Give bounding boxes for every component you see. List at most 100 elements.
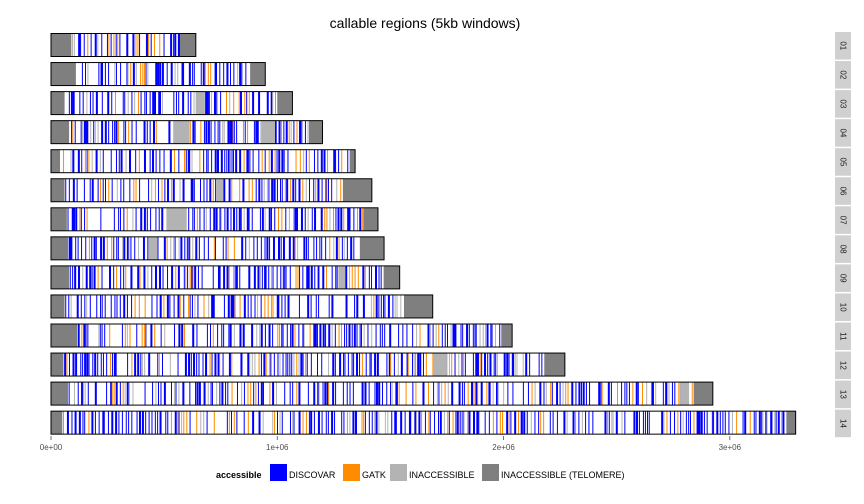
callable-window (349, 265, 351, 289)
callable-window (467, 382, 469, 406)
callable-window (255, 382, 257, 406)
callable-window (153, 33, 155, 57)
callable-window (222, 120, 224, 144)
callable-window (412, 382, 414, 406)
callable-window (246, 207, 249, 231)
callable-window (325, 236, 327, 260)
callable-window (175, 265, 177, 289)
callable-window (259, 207, 261, 231)
telomere-region (51, 294, 65, 318)
facet-strip-background (835, 32, 851, 60)
callable-window (250, 294, 252, 318)
callable-window (143, 62, 145, 86)
callable-window (192, 120, 195, 144)
callable-window (438, 324, 440, 347)
callable-window (642, 382, 643, 406)
facet-strip-06: 06 (835, 177, 851, 205)
callable-window (484, 411, 486, 435)
callable-window (248, 91, 250, 115)
callable-window (115, 353, 117, 377)
callable-window (264, 324, 266, 347)
callable-window (349, 382, 351, 406)
callable-window (107, 91, 110, 115)
callable-window (81, 382, 84, 406)
callable-window (187, 149, 190, 173)
callable-window (503, 382, 505, 406)
callable-window (581, 382, 583, 406)
callable-window (210, 62, 212, 86)
callable-window (252, 91, 255, 115)
callable-window (226, 149, 228, 173)
callable-window (177, 411, 179, 435)
callable-window (329, 236, 331, 260)
callable-window (155, 120, 157, 144)
callable-window (326, 382, 329, 406)
callable-window (177, 353, 179, 377)
callable-window (88, 149, 90, 173)
callable-window (487, 353, 489, 377)
callable-window (116, 178, 118, 202)
callable-window (158, 178, 160, 202)
callable-window (281, 178, 283, 202)
callable-window (272, 382, 275, 406)
callable-window (233, 62, 235, 86)
callable-window (371, 265, 373, 289)
callable-window (234, 294, 236, 318)
callable-window (134, 353, 137, 377)
callable-window (285, 120, 288, 144)
callable-window (444, 382, 446, 406)
callable-window (428, 411, 430, 435)
callable-window (200, 120, 202, 144)
callable-window (353, 236, 355, 260)
callable-window (236, 382, 238, 406)
telomere-region (544, 353, 565, 377)
callable-window (154, 91, 156, 115)
callable-window (202, 353, 204, 377)
callable-window (335, 382, 337, 406)
callable-window (179, 294, 181, 318)
callable-window (150, 324, 153, 347)
callable-window (671, 382, 673, 406)
callable-window (231, 178, 233, 202)
callable-window (260, 324, 263, 347)
callable-window (633, 411, 636, 435)
callable-window (215, 178, 217, 202)
telomere-region (51, 207, 67, 231)
callable-window (188, 62, 191, 86)
callable-window (160, 324, 162, 347)
callable-window (93, 236, 96, 260)
callable-window (134, 91, 136, 115)
callable-window (152, 91, 155, 115)
callable-window (521, 411, 523, 435)
callable-window (118, 149, 120, 173)
callable-window (415, 353, 417, 377)
callable-window (452, 324, 455, 347)
callable-window (282, 265, 284, 289)
callable-window (496, 411, 498, 435)
callable-window (468, 411, 471, 435)
callable-window (503, 353, 506, 377)
callable-window (120, 265, 122, 289)
callable-window (287, 353, 289, 377)
callable-window (147, 236, 149, 260)
legend-swatch (270, 464, 287, 481)
callable-window (208, 91, 210, 115)
callable-window (563, 411, 566, 435)
callable-window (151, 178, 153, 202)
callable-window (262, 382, 264, 406)
callable-window (475, 324, 477, 347)
callable-window (345, 265, 348, 289)
callable-window (294, 207, 297, 231)
callable-window (205, 91, 208, 115)
callable-window (337, 207, 340, 231)
callable-window (267, 294, 269, 318)
callable-window (307, 265, 310, 289)
callable-window (347, 207, 350, 231)
callable-window (216, 382, 218, 406)
callable-window (344, 324, 346, 347)
callable-window (761, 411, 763, 435)
callable-window (318, 265, 320, 289)
callable-window (161, 178, 163, 202)
callable-window (652, 382, 654, 406)
callable-window (221, 324, 223, 347)
